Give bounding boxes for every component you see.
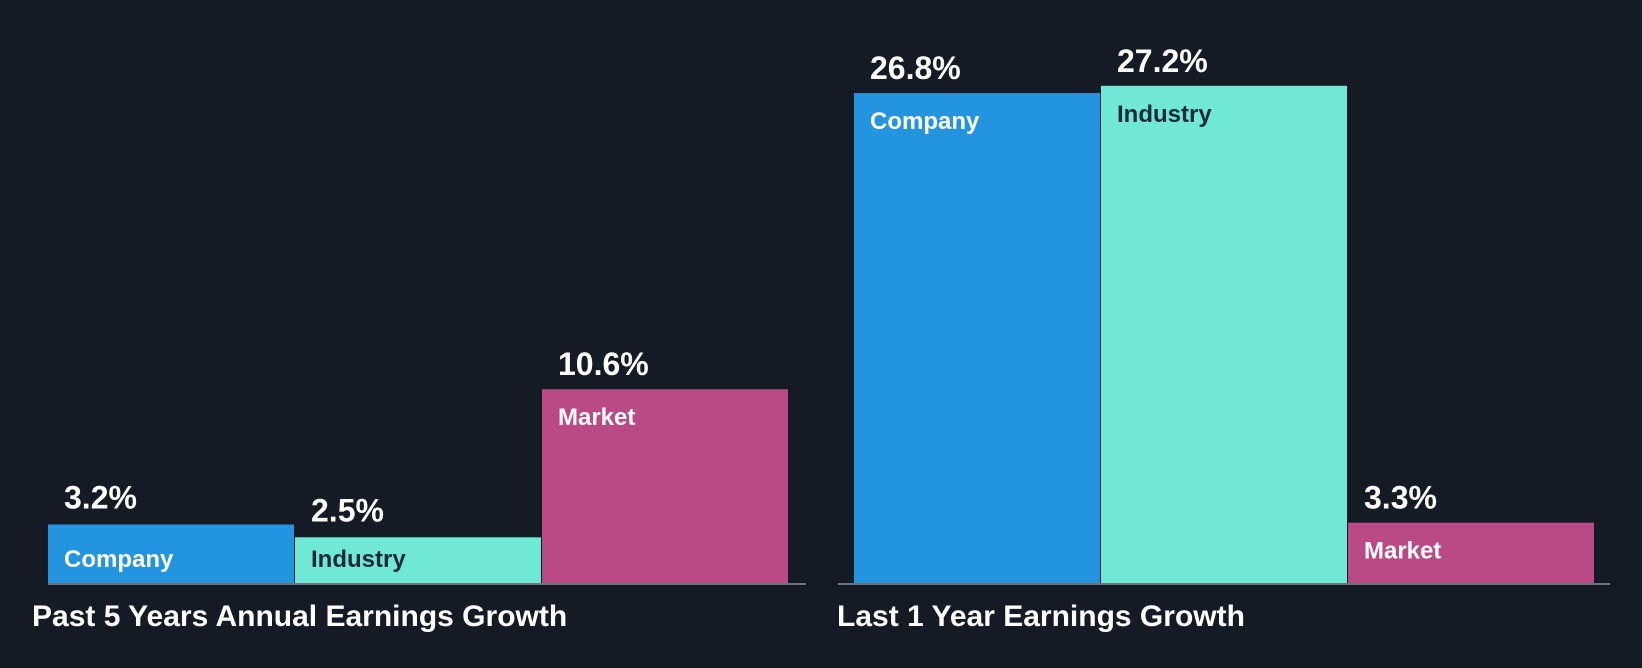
last-1y-industry-bar xyxy=(1101,85,1347,583)
last-1y-market-bar xyxy=(1348,522,1594,583)
past-5y-title: Past 5 Years Annual Earnings Growth xyxy=(32,600,567,633)
last-1y-company-value: 26.8% xyxy=(870,50,961,86)
last-1y-industry-category: Industry xyxy=(1117,101,1212,128)
past-5y-company-category: Company xyxy=(64,546,174,573)
last-1y-industry-value: 27.2% xyxy=(1117,43,1208,79)
past-5-years-chart: 3.2% Company 2.5% Industry 10.6% Market Past 5… xyxy=(32,346,806,633)
last-1y-market-value: 3.3% xyxy=(1364,480,1437,516)
past-5y-industry-bar xyxy=(295,537,541,583)
last-1y-company-bar xyxy=(854,93,1100,583)
last-1y-company-category: Company xyxy=(870,108,980,135)
past-5y-company-value: 3.2% xyxy=(64,480,137,516)
last-1y-title: Last 1 Year Earnings Growth xyxy=(837,600,1245,633)
past-5y-market-value: 10.6% xyxy=(558,346,649,382)
past-5y-company-bar xyxy=(48,524,294,583)
past-5y-market-category: Market xyxy=(558,404,635,431)
past-5y-industry-category: Industry xyxy=(311,546,406,573)
last-1-year-chart: 26.8% Company 27.2% Industry 3.3% Market Last … xyxy=(837,43,1610,633)
past-5y-industry-value: 2.5% xyxy=(311,492,384,528)
past-5y-market-bar xyxy=(542,389,788,583)
last-1y-market-category: Market xyxy=(1364,538,1441,565)
